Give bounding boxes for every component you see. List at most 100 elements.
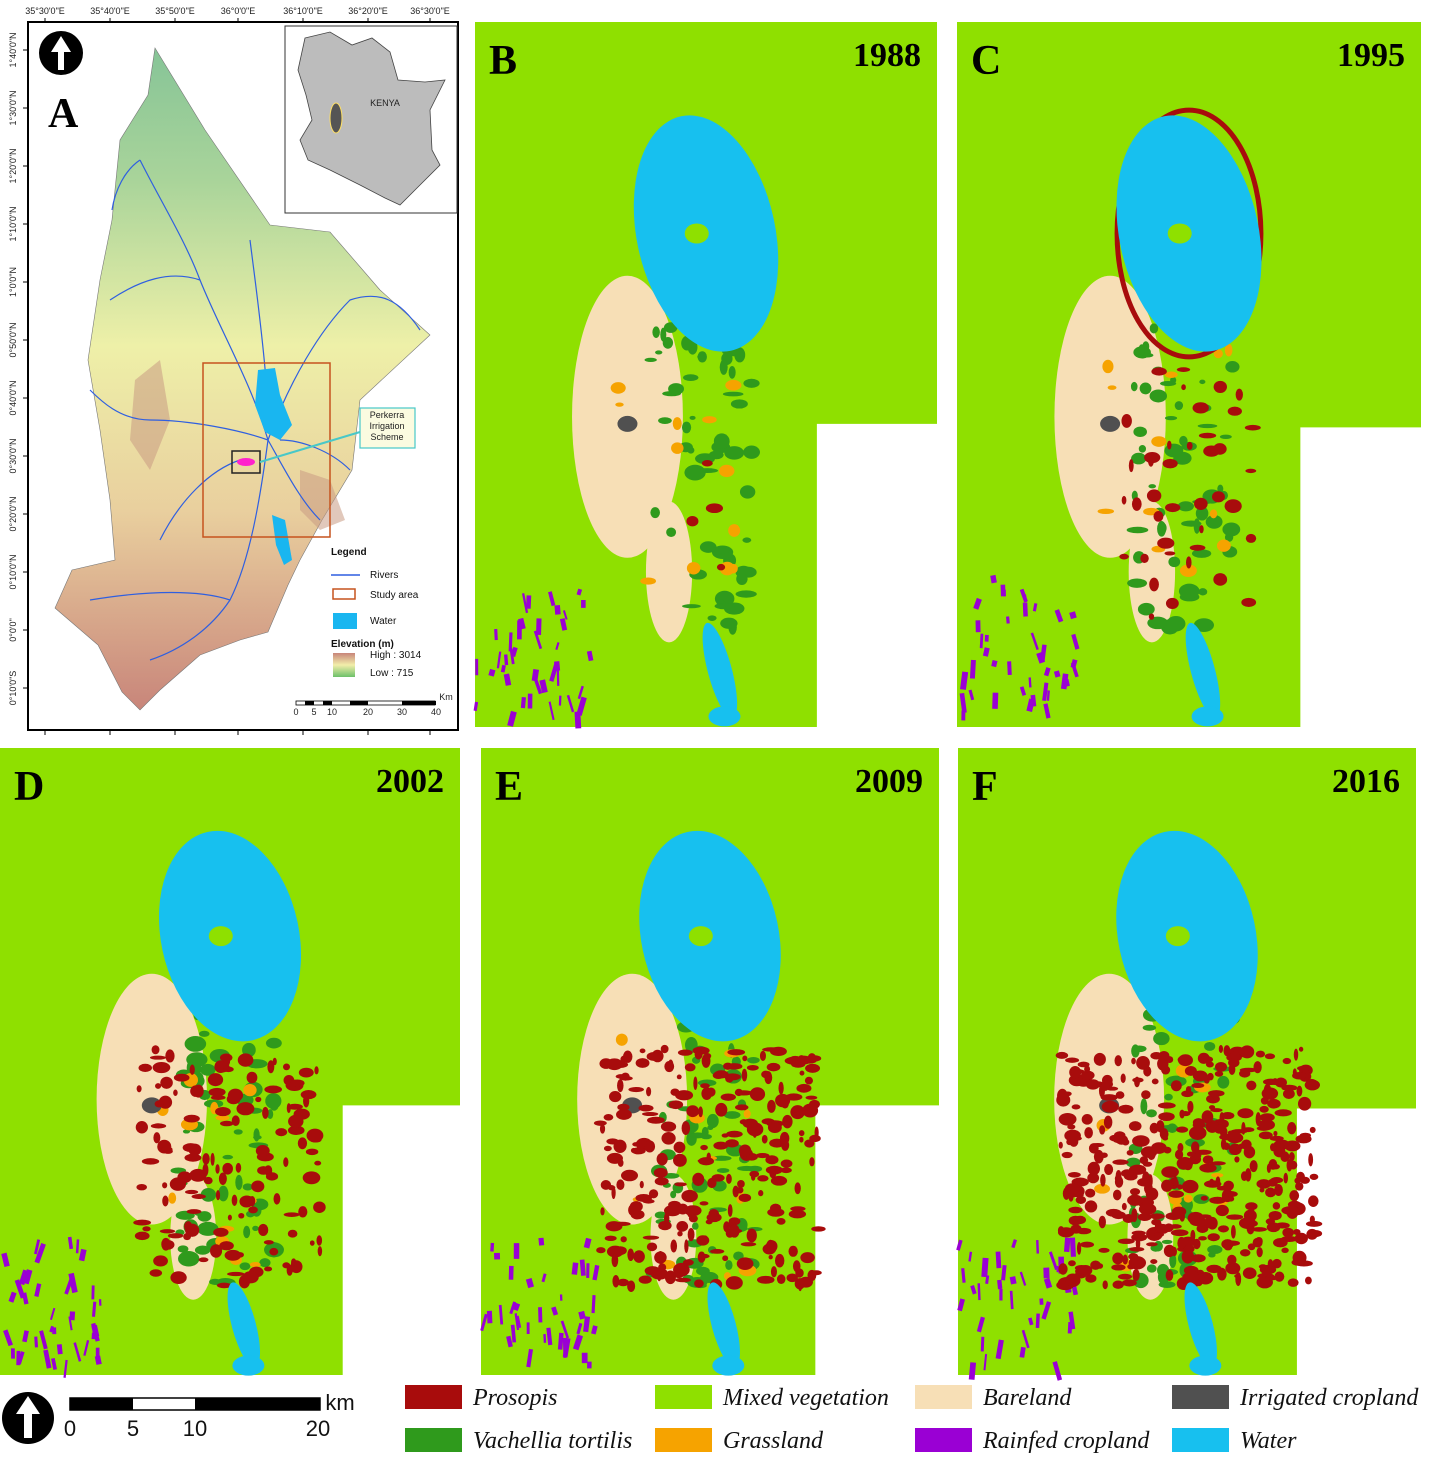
prosopis-patch [133,1219,152,1226]
vachellia-patch [1164,1093,1173,1101]
prosopis-patch [1261,1087,1279,1100]
prosopis-patch [1239,1045,1255,1059]
prosopis-patch [208,1087,226,1097]
prosopis-patch [686,1205,695,1218]
prosopis-patch [202,1153,210,1165]
rainfed-patch [548,701,555,721]
vachellia-patch [1198,588,1208,596]
prosopis-patch [222,1162,233,1175]
vachellia-patch [713,433,730,449]
vachellia-patch [1195,506,1209,521]
scale-label: 0 [293,707,298,717]
vachellia-patch [681,335,693,351]
lat-label: 1°10'0"N [8,206,18,241]
vachellia-patch [1197,423,1218,429]
prosopis-patch [804,1076,813,1085]
prosopis-patch [1121,1279,1137,1287]
prosopis-patch [1178,1054,1193,1067]
prosopis-patch [1112,1159,1129,1165]
rainfed-patch [473,701,479,712]
vachellia-patch [1131,452,1147,465]
prosopis-patch [1120,1169,1134,1178]
prosopis-patch [617,1079,624,1093]
prosopis-patch [1056,1093,1071,1107]
prosopis-patch [1114,1055,1122,1067]
prosopis-patch [1090,1260,1101,1270]
prosopis-patch [613,1246,627,1256]
rainfed-patch [1021,1329,1030,1349]
rainfed-patch [975,620,981,633]
vachellia-patch [707,615,717,621]
prosopis-patch [242,1195,254,1205]
prosopis-patch [646,1052,661,1061]
rainfed-patch [968,1251,973,1262]
prosopis-patch [1187,1100,1194,1113]
prosopis-patch [684,1239,689,1253]
rainfed-patch [3,1329,13,1347]
prosopis-patch [1109,1134,1120,1142]
grassland-patch [718,464,735,478]
prosopis-patch [1158,1112,1175,1122]
prosopis-patch [1111,1264,1126,1271]
vachellia-patch [186,1052,208,1067]
grassland-patch [743,1109,751,1119]
prosopis-patch [191,1194,206,1199]
rainfed-patch [504,654,509,666]
prosopis-patch [291,1258,297,1266]
prosopis-patch [775,1093,791,1108]
prosopis-patch [1272,1202,1281,1210]
prosopis-patch [1122,1254,1128,1265]
vachellia-patch [723,1111,741,1119]
prosopis-patch [727,1204,733,1217]
prosopis-patch [639,1048,646,1054]
prosopis-patch [741,1068,748,1082]
vachellia-patch [1139,382,1152,395]
prosopis-patch [1087,1161,1101,1176]
rivers [89,159,421,661]
vachellia-patch [1137,602,1155,616]
prosopis-patch [1223,1180,1234,1191]
prosopis-patch [770,1175,788,1186]
prosopis-patch [216,1282,232,1289]
callout-text: Perkerra [370,410,405,420]
prosopis-patch [742,1055,748,1062]
prosopis-patch [210,1095,226,1100]
prosopis-patch [1241,597,1257,607]
legend-swatch [405,1385,462,1409]
prosopis-patch [1162,458,1178,469]
prosopis-patch [1259,1113,1275,1122]
vachellia-patch [1164,416,1178,421]
prosopis-patch [629,1201,643,1212]
panel-label: C [971,38,1001,84]
prosopis-patch [1115,1091,1125,1099]
panel-label: F [972,764,998,810]
study-area [202,362,331,538]
prosopis-patch [738,1193,752,1203]
prosopis-patch [617,1278,630,1287]
vachellia-patch [184,1036,207,1052]
prosopis-patch [314,1160,322,1166]
prosopis-patch [762,1047,780,1052]
prosopis-patch [1291,1258,1305,1266]
prosopis-patch [1137,1213,1152,1222]
rainfed-patch [555,642,560,650]
prosopis-patch [1256,1179,1272,1189]
prosopis-patch [725,1074,734,1083]
prosopis-patch [1132,1268,1140,1282]
rainfed-patch [8,1291,17,1303]
rainfed-patch [1071,633,1080,650]
rainfed-patch [490,1242,495,1252]
prosopis-patch [627,1280,636,1292]
panel-label: D [14,764,44,810]
prosopis-patch [647,1116,665,1124]
rainfed-patch [94,1355,102,1365]
lat-label: 1°20'0"N [8,148,18,183]
lat-label: 1°0'0"N [8,267,18,297]
prosopis-patch [1227,1254,1237,1265]
rainfed-patch [576,588,583,596]
prosopis-patch [1101,1074,1113,1086]
legend-swatch [405,1428,462,1452]
grassland-patch [1209,509,1218,519]
prosopis-patch [1114,1174,1122,1183]
prosopis-patch [1213,380,1227,393]
